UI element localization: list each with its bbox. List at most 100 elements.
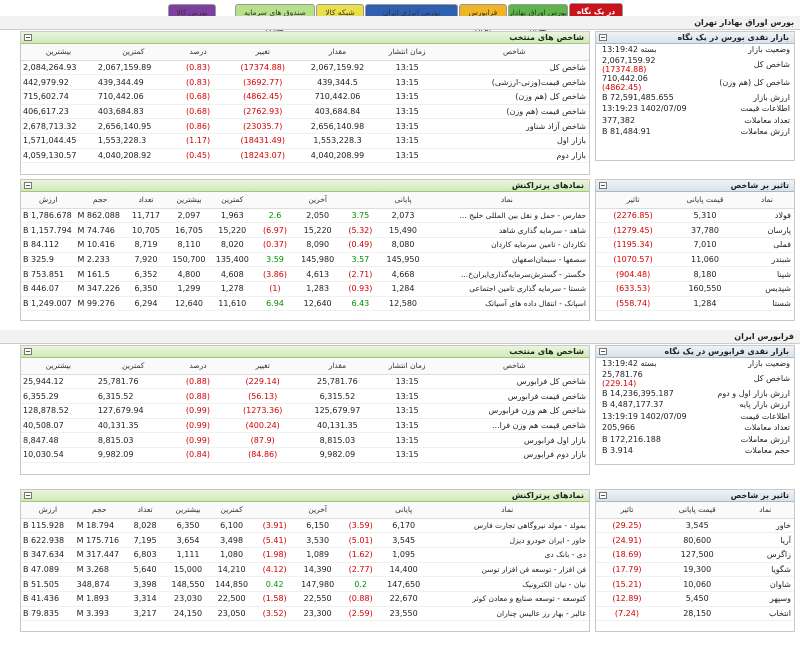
table-row[interactable]: بمولد - مولد نیروگاهی تجارت فارس 6,170 (3.… <box>21 518 589 534</box>
table-row[interactable]: شاخص قیمت فرابورس 13:15 6,315.52 (56.13) (0.… <box>21 388 589 404</box>
table-cell: 862.088 M <box>75 208 125 224</box>
table-cell: 175.716 M <box>74 532 124 548</box>
table-row[interactable]: بازار اول فرابورس 13:15 8,815.03 (87.9) (0.9… <box>21 432 589 448</box>
table-row[interactable]: نیان - نیان الکترونیک 147,650 0.2 147,980 0.… <box>21 576 589 592</box>
kv-value: 14,236,395.187 B <box>596 388 717 400</box>
table-cell: 9,982.09 <box>95 447 171 463</box>
table-cell: 2,050 <box>296 208 340 224</box>
table-cell: 6,150 <box>295 518 340 534</box>
minimize-icon[interactable] <box>599 348 607 355</box>
header-row: نماد قیمت پایانی تاثیر <box>596 192 794 209</box>
table-row[interactable]: شاوان 10,060 (15.21) <box>596 576 794 592</box>
table-row[interactable]: شاخص آزاد شناور 13:15 2,656,140.98 (23035.7… <box>21 118 589 134</box>
table-cell: 13:15 <box>374 118 440 134</box>
table-row[interactable]: پارسان 37,780 (1279.45) <box>596 222 794 238</box>
table-cell: 22,670 <box>381 591 426 607</box>
table-row[interactable]: انتخاب 28,150 (7.24) <box>596 606 794 622</box>
minimize-icon[interactable] <box>24 348 32 355</box>
table-row[interactable]: بازار دوم 13:15 4,040,208.99 (18243.07) (0.4… <box>21 148 589 164</box>
table-row[interactable]: شاخص کل 13:15 2,067,159.92 (17374.88) (0.83)… <box>21 60 589 76</box>
table-cell: 25,781.76 <box>95 374 171 390</box>
kv-row: اطلاعات قیمت 1402/07/09 13:19:23 <box>596 103 794 115</box>
table-cell: 403,684.84 <box>300 104 375 120</box>
table-cell: 161.5 M <box>75 266 125 282</box>
ifb-symbols-table: نماد پایانی آخرین کمترین بیشترین تعداد حجم ارزش… <box>21 502 589 622</box>
table-row[interactable]: حفارس - حمل و نقل بین المللی خلیج ... 2,0… <box>21 208 589 224</box>
table-cell: 12,640 <box>167 296 211 312</box>
table-row[interactable]: آریا 80,600 (24.91) <box>596 532 794 548</box>
table-cell: 99.276 M <box>75 296 125 312</box>
table-cell: 13:15 <box>374 418 440 434</box>
column-header: زمان انتشار <box>374 358 440 375</box>
column-header: نماد <box>425 502 589 519</box>
table-row[interactable]: شستا 1,284 (558.74) <box>596 296 794 312</box>
table-cell: (0.93) <box>339 281 382 297</box>
table-row[interactable]: کتوسعه - توسعه صنایع و معادن کوثر 22,670(… <box>21 591 589 607</box>
table-row[interactable]: غالبر - بهار رز عالیس چناران 23,550 (2.59)… <box>21 606 589 622</box>
table-row[interactable]: شگویا 19,300 (17.79) <box>596 562 794 578</box>
table-row[interactable]: دی - بانک دی 1,095 (1.62) 1,089 (1.98) 1,080 1… <box>21 547 589 563</box>
table-row[interactable]: شپنا 8,180 (904.48) <box>596 266 794 282</box>
table-cell: 1.893 M <box>74 591 124 607</box>
minimize-icon[interactable] <box>24 492 32 499</box>
tse-symbols-panel: نمادهای پرتراکنش نماد پایانی آخرین کمترین بی… <box>20 179 590 321</box>
ifb-impact-panel: تاثیر بر شاخص نماد قیمت پایانی تاثیر خاور 3,… <box>595 489 795 632</box>
table-row[interactable]: شستا - سرمایه گذاری تامین اجتماعی 1,284 (0… <box>21 281 589 297</box>
table-cell: 10.416 M <box>75 237 125 253</box>
table-row[interactable]: خگستر - گسترش‌سرمایه‌گذاری‌ایران‌خ... 4,6… <box>21 266 589 282</box>
kv-value: 81,484.91 B <box>596 126 719 138</box>
table-cell: 1,284 <box>381 281 425 297</box>
table-row[interactable]: وسپهر 5,450 (12.89) <box>596 591 794 607</box>
table-row[interactable]: خاور 3,545 (29.25) <box>596 518 794 534</box>
table-cell: 715,602.74 <box>21 89 96 105</box>
minimize-icon[interactable] <box>599 182 607 189</box>
table-row[interactable]: شبندر 11,060 (1070.57) <box>596 252 794 268</box>
table-row[interactable]: خاور - ایران خودرو دیزل 3,545 (5.01) 3,530(… <box>21 532 589 548</box>
table-row[interactable]: بازار دوم فرابورس 13:15 9,982.09 (84.86) (0.… <box>21 447 589 463</box>
table-row[interactable]: شاخص قیمت (هم وزن) 13:15 403,684.84 (2762.9… <box>21 104 589 120</box>
table-cell: 14,400 <box>381 562 426 578</box>
header-row: نماد پایانی آخرین کمترین بیشترین تعداد حجم ارزش <box>21 502 589 519</box>
table-row[interactable]: سصفها - سیمان‌اصفهان 145,950 3.57 145,980 3.… <box>21 252 589 268</box>
table-row[interactable]: فن افزار - توسعه فن افزار توسن 14,400 (2.7… <box>21 562 589 578</box>
column-header: کمترین <box>210 192 254 209</box>
table-row[interactable]: شاخص قیمت هم وزن فرا... 13:15 40,131.35 (40… <box>21 418 589 434</box>
table-row[interactable]: شاخص کل فرابورس 13:15 25,781.76 (229.14) (0.… <box>21 374 589 390</box>
column-header: بیشترین <box>21 44 96 61</box>
kv-label: ارزش معاملات <box>740 127 790 137</box>
table-cell: 8,090 <box>296 237 340 253</box>
column-header: مقدار <box>300 358 375 375</box>
table-cell: 1,553,228.3 <box>95 133 171 149</box>
table-row[interactable]: شاخص کل (هم وزن) 13:15 710,442.06 (4862.45)… <box>21 89 589 105</box>
minimize-icon[interactable] <box>599 34 607 41</box>
table-row[interactable]: بازار اول 13:15 1,553,228.3 (18431.49) (1.17… <box>21 133 589 149</box>
table-cell: 2,073 <box>381 208 425 224</box>
tse-symbols-table: نماد پایانی آخرین کمترین بیشترین تعداد حجم ارزش… <box>21 192 589 312</box>
table-cell: 3,654 <box>166 532 210 548</box>
kv-value-text: 1402/07/09 13:19:19 <box>602 411 687 421</box>
table-row[interactable]: زاگرس 127,500 (18.69) <box>596 547 794 563</box>
table-row[interactable]: شپدیس 160,550 (633.53) <box>596 281 794 297</box>
table-row[interactable]: شاهد - سرمایه گذاری شاهد 15,490 (5.32) 15,2… <box>21 222 589 238</box>
table-cell: شاوان <box>736 576 794 592</box>
table-cell: 3,545 <box>657 518 737 534</box>
table-cell: سصفها - سیمان‌اصفهان <box>424 252 589 268</box>
table-row[interactable]: فولاد 5,310 (2276.85) <box>596 208 794 224</box>
table-cell: 3.75 <box>339 208 382 224</box>
table-row[interactable]: فملی 7,010 (1195.34) <box>596 237 794 253</box>
minimize-icon[interactable] <box>24 34 32 41</box>
table-row[interactable]: تکاردان - تامین سرمایه کاردان 8,080 (0.49)… <box>21 237 589 253</box>
table-cell: 80,600 <box>657 532 737 548</box>
kv-value: بسته 13:19:42 <box>596 358 717 370</box>
ifb-indices-title: شاخص های منتخب <box>21 346 589 358</box>
table-cell: 13:15 <box>374 432 440 448</box>
table-row[interactable]: شاخص قیمت(وزنی-ارزشی) 13:15 439,344.5 (3692… <box>21 74 589 90</box>
minimize-icon[interactable] <box>599 492 607 499</box>
table-cell: 15,220 <box>210 222 254 238</box>
table-cell: 23,050 <box>209 606 254 622</box>
table-cell: بمولد - مولد نیروگاهی تجارت فارس <box>425 518 589 534</box>
table-row[interactable]: شاخص کل هم وزن فرابورس 13:15 125,679.97 (12… <box>21 403 589 419</box>
table-row[interactable]: اسپانک - انتقال داده های آسیاتک 12,580 6.4… <box>21 296 589 312</box>
ifb-glance-panel: بازار نقدی فرابورس در یک نگاه وضعیت بازا… <box>595 345 795 465</box>
minimize-icon[interactable] <box>24 182 32 189</box>
